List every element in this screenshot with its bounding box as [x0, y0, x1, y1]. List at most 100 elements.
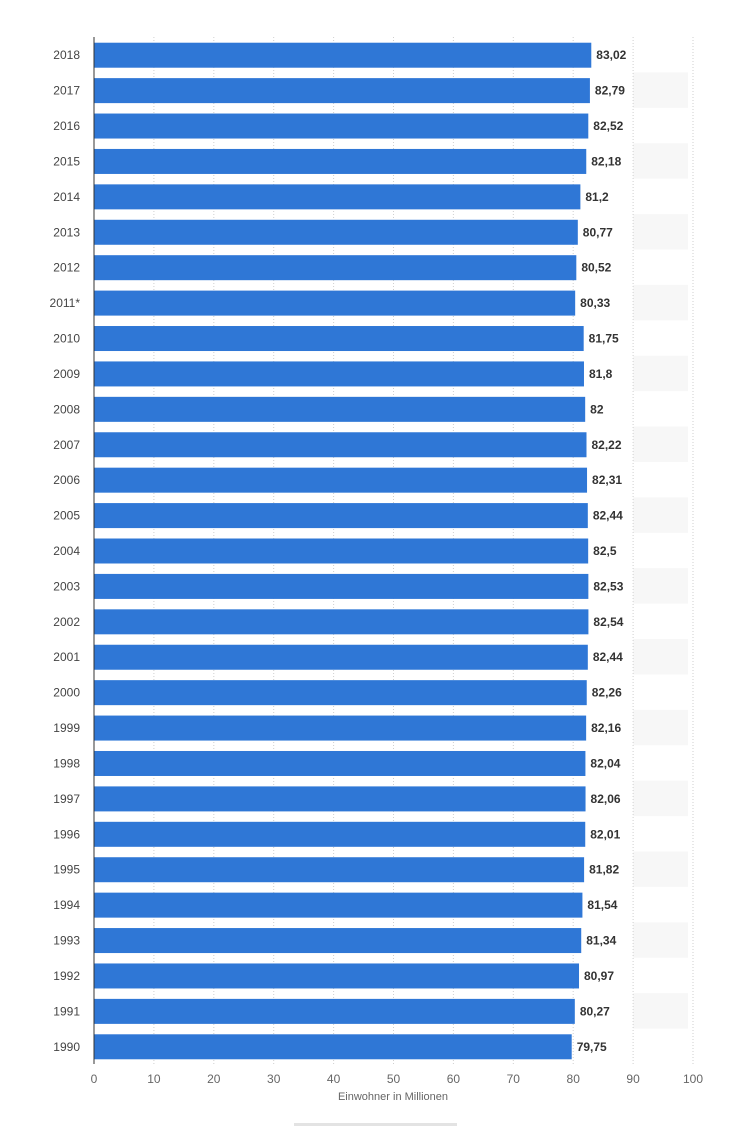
- value-label: 82,04: [590, 756, 620, 770]
- x-tick-labels: 0 10 20 30 40 50 60 70 80 90 100: [91, 1072, 704, 1086]
- value-label: 82: [590, 402, 604, 416]
- bar[interactable]: [94, 467, 588, 493]
- row-band: [633, 922, 688, 958]
- x-tick-label: 100: [683, 1072, 703, 1086]
- x-tick-label: 20: [207, 1072, 221, 1086]
- value-label: 82,31: [592, 473, 622, 487]
- bar[interactable]: [94, 892, 583, 918]
- value-label: 80,77: [583, 225, 613, 239]
- value-label: 81,8: [589, 367, 613, 381]
- category-label: 2005: [53, 509, 80, 523]
- value-label: 82,5: [593, 544, 617, 558]
- value-label: 79,75: [577, 1040, 607, 1054]
- value-label: 82,44: [593, 509, 623, 523]
- bar[interactable]: [94, 42, 592, 68]
- value-label: 82,44: [593, 650, 623, 664]
- bar[interactable]: [94, 361, 584, 387]
- value-label: 82,22: [591, 438, 621, 452]
- category-labels: 2018 2017 2016 2015 2014 2013 2012 2011* 2010 200…: [50, 48, 81, 1054]
- value-label: 82,52: [593, 119, 623, 133]
- scrollbar-stub: [294, 1123, 457, 1126]
- category-label: 2010: [53, 332, 80, 346]
- value-label: 81,34: [586, 934, 616, 948]
- bar[interactable]: [94, 998, 575, 1024]
- category-label: 2006: [53, 473, 80, 487]
- category-label: 2017: [53, 84, 80, 98]
- bar[interactable]: [94, 290, 576, 316]
- category-label: 2000: [53, 686, 80, 700]
- category-label: 2016: [53, 119, 80, 133]
- category-label: 1998: [53, 756, 80, 770]
- x-tick-label: 80: [567, 1072, 581, 1086]
- bar[interactable]: [94, 432, 587, 458]
- x-tick-label: 90: [626, 1072, 640, 1086]
- category-label: 2008: [53, 402, 80, 416]
- bar[interactable]: [94, 750, 586, 776]
- x-tick-label: 60: [447, 1072, 461, 1086]
- category-label: 1994: [53, 898, 80, 912]
- value-label: 82,06: [591, 792, 621, 806]
- value-label: 82,79: [595, 84, 625, 98]
- x-tick-label: 30: [267, 1072, 281, 1086]
- bar[interactable]: [94, 538, 589, 564]
- category-label: 2014: [53, 190, 80, 204]
- bar[interactable]: [94, 148, 587, 174]
- bar[interactable]: [94, 503, 588, 529]
- value-label: 81,82: [589, 863, 619, 877]
- bar[interactable]: [94, 184, 581, 210]
- row-band: [633, 497, 688, 533]
- bar[interactable]: [94, 573, 589, 599]
- x-tick-label: 70: [507, 1072, 521, 1086]
- value-label: 80,33: [580, 296, 610, 310]
- bar[interactable]: [94, 219, 578, 245]
- row-band: [633, 851, 688, 887]
- bar[interactable]: [94, 644, 588, 670]
- bar[interactable]: [94, 255, 577, 281]
- row-band: [633, 72, 688, 108]
- x-tick-label: 40: [327, 1072, 341, 1086]
- bar[interactable]: [94, 821, 586, 847]
- x-tick-label: 0: [91, 1072, 98, 1086]
- value-labels: 83,02 82,79 82,52 82,18 81,2 80,77 80,52 80,33 8…: [577, 48, 627, 1054]
- category-label: 1992: [53, 969, 80, 983]
- x-axis-title: Einwohner in Millionen: [338, 1091, 448, 1103]
- bar[interactable]: [94, 326, 584, 352]
- category-label: 1999: [53, 721, 80, 735]
- x-tick-label: 50: [387, 1072, 401, 1086]
- bars: [94, 42, 592, 1060]
- bar[interactable]: [94, 1034, 572, 1060]
- bar[interactable]: [94, 715, 587, 741]
- value-label: 80,52: [581, 261, 611, 275]
- bar[interactable]: [94, 857, 585, 883]
- x-tick-label: 10: [147, 1072, 161, 1086]
- row-band: [633, 993, 688, 1029]
- row-bands: [633, 72, 688, 1029]
- row-band: [633, 709, 688, 746]
- value-label: 82,18: [591, 154, 621, 168]
- category-label: 2011*: [50, 296, 81, 310]
- bar[interactable]: [94, 609, 589, 635]
- bar[interactable]: [94, 396, 586, 422]
- bar[interactable]: [94, 113, 589, 139]
- bar[interactable]: [94, 786, 586, 812]
- bar[interactable]: [94, 680, 587, 706]
- row-band: [633, 355, 688, 392]
- bar[interactable]: [94, 963, 580, 989]
- value-label: 80,27: [580, 1004, 610, 1018]
- value-label: 82,26: [592, 686, 622, 700]
- category-label: 1993: [53, 934, 80, 948]
- row-band: [633, 426, 688, 462]
- category-label: 1995: [53, 863, 80, 877]
- value-label: 82,54: [593, 615, 623, 629]
- bar[interactable]: [94, 78, 590, 104]
- category-label: 2007: [53, 438, 80, 452]
- value-label: 82,01: [590, 827, 620, 841]
- row-band: [633, 143, 688, 179]
- value-label: 81,75: [589, 332, 619, 346]
- category-label: 2013: [53, 225, 80, 239]
- category-label: 2015: [53, 154, 80, 168]
- category-label: 2002: [53, 615, 80, 629]
- value-label: 83,02: [596, 48, 626, 62]
- bar[interactable]: [94, 928, 582, 954]
